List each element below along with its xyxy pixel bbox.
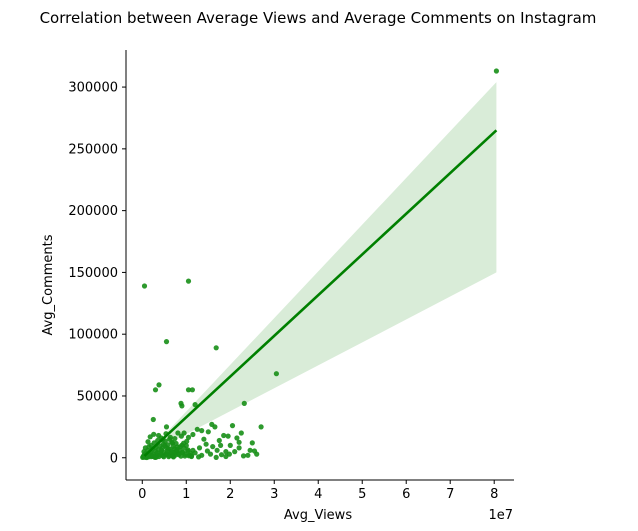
y-tick-label: 200000	[68, 204, 118, 219]
data-point	[184, 438, 190, 444]
confidence-band	[144, 82, 497, 456]
data-point	[213, 454, 219, 460]
plot-area	[140, 68, 499, 461]
data-point	[185, 434, 192, 440]
data-point	[185, 387, 192, 393]
data-point	[168, 449, 174, 455]
data-point	[493, 68, 499, 74]
x-axis-offset-label: 1e7	[488, 508, 513, 523]
data-point	[236, 445, 242, 451]
data-point	[188, 453, 195, 459]
data-point	[179, 403, 185, 409]
data-point	[205, 429, 211, 435]
data-point	[196, 445, 203, 451]
data-point	[223, 449, 229, 455]
data-point	[181, 430, 187, 436]
data-point	[216, 437, 222, 444]
data-point	[162, 442, 168, 449]
data-point	[236, 439, 242, 445]
data-point	[163, 339, 170, 345]
data-point	[141, 283, 148, 289]
data-point	[179, 449, 185, 455]
data-point	[245, 452, 251, 458]
data-point	[210, 444, 216, 450]
data-point	[196, 454, 202, 460]
data-point	[192, 402, 198, 408]
data-point	[203, 441, 209, 447]
x-tick-label: 2	[226, 487, 234, 502]
axes: 0 1 2 3 4 5 6 7 8 0 50000 100000 150000 200000 250000 3…	[68, 50, 514, 502]
y-tick-label: 250000	[68, 142, 118, 157]
data-point	[241, 400, 247, 406]
data-point	[251, 448, 258, 454]
data-point	[194, 426, 200, 432]
data-point	[213, 345, 219, 351]
x-tick-label: 0	[138, 487, 146, 502]
data-point	[232, 449, 238, 455]
y-tick-label: 300000	[68, 81, 118, 96]
y-tick-label: 100000	[68, 328, 118, 343]
data-point	[240, 453, 247, 459]
y-axis-label: Avg_Comments	[41, 234, 56, 335]
chart-title: Correlation between Average Views and Av…	[40, 9, 597, 27]
data-point	[218, 452, 225, 458]
x-axis-label: Avg_Views	[284, 508, 352, 523]
data-point	[229, 423, 236, 429]
x-tick-label: 1	[182, 487, 190, 502]
data-point	[182, 453, 188, 459]
data-point	[151, 431, 157, 437]
x-tick-label: 3	[270, 487, 278, 502]
data-point	[225, 433, 231, 439]
data-point	[142, 445, 148, 451]
data-point	[214, 447, 220, 453]
data-point	[249, 440, 255, 446]
data-point	[145, 439, 151, 445]
data-point	[199, 428, 205, 434]
data-point	[190, 447, 196, 453]
data-point	[153, 454, 159, 460]
y-tick-label: 50000	[77, 389, 118, 404]
data-point	[209, 421, 215, 427]
data-point	[163, 424, 170, 430]
data-point	[201, 436, 207, 442]
data-point	[247, 447, 253, 453]
regression-line	[143, 129, 498, 457]
y-tick-label: 150000	[68, 266, 118, 281]
data-point	[221, 432, 227, 439]
data-point	[273, 371, 279, 377]
data-point	[167, 434, 173, 440]
x-tick-label: 7	[446, 487, 454, 502]
x-tick-label: 6	[402, 487, 410, 502]
data-point	[177, 444, 183, 450]
data-point	[175, 430, 181, 436]
data-point	[170, 440, 176, 446]
data-point	[185, 278, 192, 284]
data-point	[150, 416, 156, 423]
data-point	[218, 442, 224, 448]
x-tick-label: 5	[358, 487, 366, 502]
data-point	[190, 431, 196, 438]
data-point	[204, 448, 210, 454]
data-point	[258, 424, 264, 430]
data-point	[227, 442, 233, 448]
y-tick-label: 0	[110, 451, 118, 466]
x-tick-label: 4	[314, 487, 322, 502]
data-point	[172, 436, 178, 442]
data-point	[170, 453, 176, 459]
data-point	[156, 382, 162, 388]
data-point	[156, 432, 162, 439]
data-point	[159, 447, 165, 453]
data-point	[189, 387, 195, 393]
data-point	[238, 430, 244, 436]
x-tick-label: 8	[490, 487, 498, 502]
data-point	[152, 387, 159, 393]
data-point	[234, 435, 240, 441]
